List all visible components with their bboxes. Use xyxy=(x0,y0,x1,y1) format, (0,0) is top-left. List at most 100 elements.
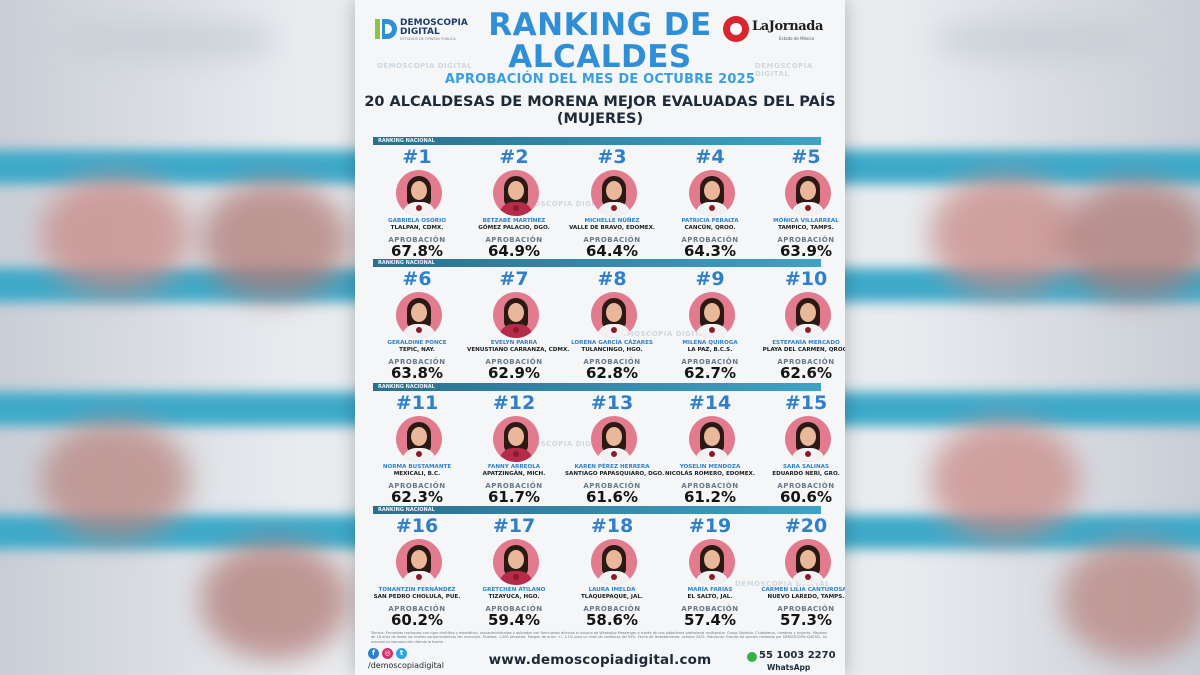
la-jornada-logo-icon xyxy=(723,16,749,42)
la-jornada-sub: Estado de México xyxy=(779,36,815,41)
mayor-name: NORMA BUSTAMANTE xyxy=(382,464,452,470)
rank-number: #19 xyxy=(688,515,732,537)
portrait-photo xyxy=(493,292,539,338)
approval-value: 60.2% xyxy=(390,611,444,629)
mayor-location: VALLE DE BRAVO, EDOMEX. xyxy=(568,225,656,231)
twitter-icon[interactable]: t xyxy=(396,648,407,659)
mayor-location: TAMPICO, TAMPS. xyxy=(778,225,834,231)
mayor-name: EVELYN PARRA xyxy=(490,340,538,346)
mayor-name: BETZABÉ MARTÍNEZ xyxy=(482,218,546,224)
mayor-location: EDUARDO NERI, GRO. xyxy=(772,471,840,477)
subtitle-line2: (MUJERES) xyxy=(556,111,644,127)
mayor-name: MICHELLE NÚÑEZ xyxy=(584,218,640,224)
rank-number: #11 xyxy=(395,392,439,414)
section-label: RANKING NACIONAL xyxy=(378,138,435,144)
mayor-location: MEXICALI, B.C. xyxy=(393,471,441,477)
watermark: DEMOSCOPIA DIGITAL xyxy=(515,440,611,448)
rank-number: #10 xyxy=(784,268,828,290)
facebook-icon[interactable]: f xyxy=(368,648,379,659)
section-bar: RANKING NACIONAL xyxy=(373,383,821,391)
approval-value: 59.4% xyxy=(487,611,541,629)
section-label: RANKING NACIONAL xyxy=(378,507,435,513)
logo-line1: DEMOSCOPIA xyxy=(400,18,468,28)
section-bar: RANKING NACIONAL xyxy=(373,137,821,145)
rank-number: #1 xyxy=(402,146,432,168)
portrait-photo xyxy=(785,292,831,338)
whatsapp-label: WhatsApp xyxy=(767,663,811,672)
approval-value: 64.9% xyxy=(487,242,541,260)
la-jornada-logo: LaJornada Estado de México xyxy=(723,16,833,46)
mayor-location: TULANCINGO, HGO. xyxy=(581,347,643,353)
social-links: f ◎ t /demoscopiadigital xyxy=(368,648,478,673)
website-link[interactable]: www.demoscopiadigital.com xyxy=(488,652,712,668)
rank-number: #4 xyxy=(695,146,725,168)
approval-label: APROBACIÓN xyxy=(485,236,543,244)
portrait-photo xyxy=(493,170,539,216)
approval-value: 58.6% xyxy=(585,611,639,629)
mayor-name: GERALDINE PONCE xyxy=(387,340,447,346)
portrait-photo xyxy=(591,170,637,216)
mayor-name: CARMEN LILIA CANTUROSAS xyxy=(761,587,845,593)
approval-label: APROBACIÓN xyxy=(485,358,543,366)
mayor-name: MÓNICA VILLARREAL xyxy=(773,218,839,224)
approval-label: APROBACIÓN xyxy=(681,605,739,613)
mayor-location: NUEVO LAREDO, TAMPS. xyxy=(767,594,845,600)
mayor-name: MILENA QUIROGA xyxy=(682,340,738,346)
mayor-name: GRETCHEN ATILANO xyxy=(482,587,546,593)
approval-value: 62.8% xyxy=(585,364,639,382)
mayor-name: KAREN PÉREZ HERRERA xyxy=(574,464,650,470)
logo-line2: DIGITAL xyxy=(400,27,440,37)
mayor-name: ESTEFANÍA MERCADO xyxy=(772,340,840,346)
rank-number: #5 xyxy=(791,146,821,168)
la-jornada-name: LaJornada xyxy=(752,19,824,34)
approval-value: 61.6% xyxy=(585,488,639,506)
portrait-photo xyxy=(396,292,442,338)
mayor-name: GABRIELA OSORIO xyxy=(388,218,446,224)
mayor-name: PATRICIA PERALTA xyxy=(681,218,739,224)
title-line3: APROBACIÓN DEL MES DE OCTUBRE 2025 xyxy=(444,72,756,87)
methodology-note: Técnica: Encuestas realizadas con rigor … xyxy=(371,631,827,644)
rank-number: #3 xyxy=(597,146,627,168)
approval-value: 67.8% xyxy=(390,242,444,260)
approval-value: 62.6% xyxy=(779,364,833,382)
mayor-location: SAN PEDRO CHOLULA, PUE. xyxy=(373,594,461,600)
demoscopia-logo-icon xyxy=(375,19,397,39)
portrait-photo xyxy=(591,416,637,462)
section-bar: RANKING NACIONAL xyxy=(373,259,821,267)
approval-value: 63.8% xyxy=(390,364,444,382)
portrait-photo xyxy=(591,539,637,585)
portrait-photo xyxy=(493,416,539,462)
mayor-location: SANTIAGO PAPASQUIARO, DGO. xyxy=(565,471,665,477)
ranking-poster: DEMOSCOPIA DIGITAL DEMOSCOPIA DIGITAL DE… xyxy=(355,0,845,675)
approval-value: 63.9% xyxy=(779,242,833,260)
approval-label: APROBACIÓN xyxy=(388,605,446,613)
portrait-photo xyxy=(493,539,539,585)
watermark: DEMOSCOPIA DIGITAL xyxy=(755,62,813,78)
approval-value: 64.4% xyxy=(585,242,639,260)
approval-value: 61.2% xyxy=(683,488,737,506)
approval-label: APROBACIÓN xyxy=(777,605,835,613)
rank-number: #20 xyxy=(784,515,828,537)
approval-label: APROBACIÓN xyxy=(388,358,446,366)
rank-number: #8 xyxy=(597,268,627,290)
approval-value: 62.7% xyxy=(683,364,737,382)
portrait-photo xyxy=(785,539,831,585)
watermark: DEMOSCOPIA DIGITAL xyxy=(735,580,831,588)
social-handle[interactable]: /demoscopiadigital xyxy=(368,661,444,670)
portrait-photo xyxy=(396,170,442,216)
mayor-location: VENUSTIANO CARRANZA, CDMX. xyxy=(467,347,570,353)
approval-label: APROBACIÓN xyxy=(388,236,446,244)
mayor-location: EL SALTO, JAL. xyxy=(687,594,733,600)
mayor-location: TEPIC, NAY. xyxy=(399,347,435,353)
approval-value: 60.6% xyxy=(779,488,833,506)
phone-number[interactable]: 55 1003 2270 xyxy=(759,650,836,661)
approval-label: APROBACIÓN xyxy=(681,236,739,244)
whatsapp-contact[interactable]: 55 1003 2270 WhatsApp xyxy=(747,650,843,674)
approval-value: 61.7% xyxy=(487,488,541,506)
mayor-name: YOSELIN MENDOZA xyxy=(679,464,741,470)
mayor-name: SARA SALINAS xyxy=(783,464,829,470)
approval-label: APROBACIÓN xyxy=(485,605,543,613)
mayor-name: MARÍA FARÍAS xyxy=(687,587,733,593)
approval-label: APROBACIÓN xyxy=(777,482,835,490)
instagram-icon[interactable]: ◎ xyxy=(382,648,393,659)
